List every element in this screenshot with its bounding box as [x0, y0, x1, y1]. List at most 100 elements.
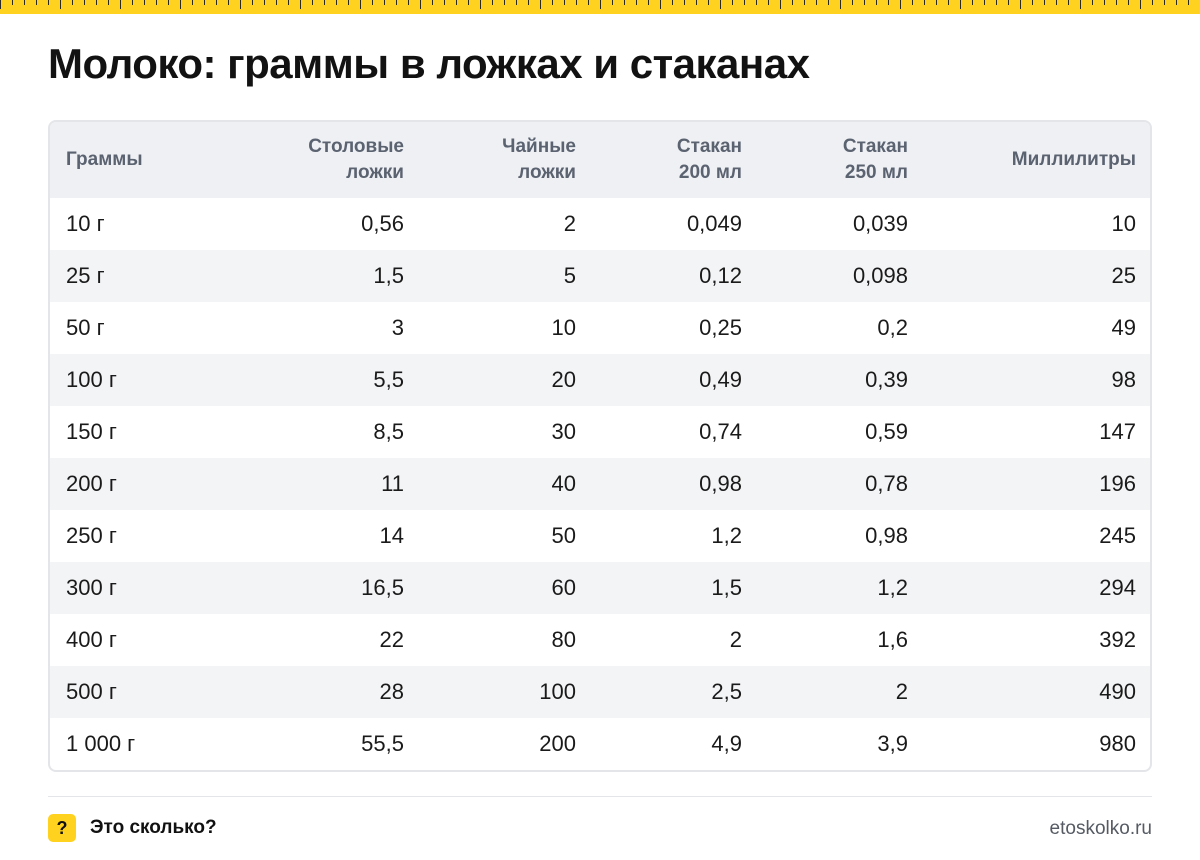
table-cell: 245	[1099, 523, 1136, 548]
table-cell: 25	[1111, 263, 1136, 288]
table-cell: 200	[539, 731, 576, 756]
ruler-decoration	[0, 0, 1200, 14]
table-cell: 1,2	[877, 575, 908, 600]
table-cell: 2,5	[711, 679, 742, 704]
table-row: 200 г 11 40 0,98 0,78 196	[50, 458, 1150, 510]
table-cell: 200 г	[66, 471, 117, 496]
column-header-line: Столовые	[308, 136, 404, 157]
column-header-line: Миллилитры	[1011, 149, 1136, 170]
table-cell: 1 000 г	[66, 731, 136, 756]
table-cell: 60	[551, 575, 576, 600]
table-cell: 0,59	[865, 419, 908, 444]
table-cell: 1,5	[373, 263, 404, 288]
table-cell: 40	[551, 471, 576, 496]
table-cell: 8,5	[373, 419, 404, 444]
table-cell: 1,5	[711, 575, 742, 600]
table-cell: 11	[381, 471, 404, 496]
column-header-line: Чайные	[502, 136, 576, 157]
conversion-table: Граммы Столовые ложки Чайные ложки Стакан 200 …	[50, 122, 1150, 770]
table-cell: 980	[1099, 731, 1136, 756]
table-cell: 22	[379, 627, 404, 652]
table-cell: 0,25	[699, 315, 742, 340]
table-cell: 14	[379, 523, 404, 548]
table-cell: 30	[551, 419, 576, 444]
table-cell: 0,2	[877, 315, 908, 340]
table-row: 50 г 3 10 0,25 0,2 49	[50, 302, 1150, 354]
table-row: 10 г 0,56 2 0,049 0,039 10	[50, 198, 1150, 250]
table-row: 250 г 14 50 1,2 0,98 245	[50, 510, 1150, 562]
table-cell: 294	[1099, 575, 1136, 600]
table-cell: 10	[1111, 211, 1136, 236]
table-cell: 5,5	[373, 367, 404, 392]
column-header-line: 250 мл	[844, 162, 908, 183]
table-cell: 490	[1099, 679, 1136, 704]
table-cell: 5	[563, 263, 576, 288]
table-cell: 500 г	[66, 679, 117, 704]
table-cell: 49	[1111, 315, 1136, 340]
column-header-line: ложки	[518, 162, 576, 183]
ruler-ticks	[0, 0, 1200, 9]
table-cell: 1,2	[711, 523, 742, 548]
table-cell: 0,98	[865, 523, 908, 548]
table-header-row: Граммы Столовые ложки Чайные ложки Стакан 200 …	[50, 122, 1150, 198]
table-cell: 16,5	[361, 575, 404, 600]
table-cell: 80	[551, 627, 576, 652]
site-link[interactable]: etoskolko.ru	[1049, 818, 1152, 839]
table-row: 150 г 8,5 30 0,74 0,59 147	[50, 406, 1150, 458]
table-cell: 0,78	[865, 471, 908, 496]
table-cell: 10	[551, 315, 576, 340]
table-cell: 0,098	[852, 263, 908, 288]
table-row: 300 г 16,5 60 1,5 1,2 294	[50, 562, 1150, 614]
table-cell: 25 г	[66, 263, 105, 288]
table-cell: 0,56	[361, 211, 404, 236]
table-row: 400 г 22 80 2 1,6 392	[50, 614, 1150, 666]
table-cell: 400 г	[66, 627, 117, 652]
table-cell: 2	[729, 627, 742, 652]
column-header-line: 200 мл	[678, 162, 742, 183]
table-row: 25 г 1,5 5 0,12 0,098 25	[50, 250, 1150, 302]
table-cell: 0,049	[686, 211, 742, 236]
table-row: 100 г 5,5 20 0,49 0,39 98	[50, 354, 1150, 406]
table-cell: 3	[391, 315, 404, 340]
table-cell: 0,74	[699, 419, 742, 444]
table-cell: 150 г	[66, 419, 117, 444]
table-cell: 0,39	[865, 367, 908, 392]
page-title: Молоко: граммы в ложках и стаканах	[48, 40, 810, 87]
table-cell: 0,12	[699, 263, 742, 288]
table-cell: 0,98	[699, 471, 742, 496]
column-header-line: Стакан	[676, 136, 742, 157]
table-cell: 50 г	[66, 315, 105, 340]
table-cell: 196	[1099, 471, 1136, 496]
column-header-line: Граммы	[66, 149, 143, 170]
column-header: Миллилитры	[924, 122, 1150, 198]
table-cell: 20	[551, 367, 576, 392]
table-cell: 392	[1099, 627, 1136, 652]
column-header: Стакан 200 мл	[592, 122, 758, 198]
footer-divider	[48, 796, 1152, 797]
table-cell: 10 г	[66, 211, 105, 236]
table-cell: 100 г	[66, 367, 117, 392]
column-header: Стакан 250 мл	[758, 122, 924, 198]
table-cell: 50	[551, 523, 576, 548]
table-cell: 147	[1099, 419, 1136, 444]
column-header-line: Стакан	[842, 136, 908, 157]
table-cell: 0,49	[699, 367, 742, 392]
table-cell: 1,6	[877, 627, 908, 652]
footer-brand: ? Это сколько?	[48, 814, 217, 842]
table-row: 1 000 г 55,5 200 4,9 3,9 980	[50, 718, 1150, 770]
column-header: Чайные ложки	[420, 122, 592, 198]
table-cell: 2	[563, 211, 576, 236]
table-cell: 100	[539, 679, 576, 704]
table-cell: 250 г	[66, 523, 117, 548]
table-cell: 28	[379, 679, 404, 704]
table-row: 500 г 28 100 2,5 2 490	[50, 666, 1150, 718]
question-mark-icon: ?	[48, 814, 76, 842]
table-cell: 55,5	[361, 731, 404, 756]
table-cell: 4,9	[711, 731, 742, 756]
column-header: Граммы	[50, 122, 240, 198]
table-cell: 3,9	[877, 731, 908, 756]
brand-name: Это сколько?	[90, 817, 217, 838]
column-header: Столовые ложки	[240, 122, 420, 198]
column-header-line: ложки	[346, 162, 404, 183]
table-cell: 2	[895, 679, 908, 704]
